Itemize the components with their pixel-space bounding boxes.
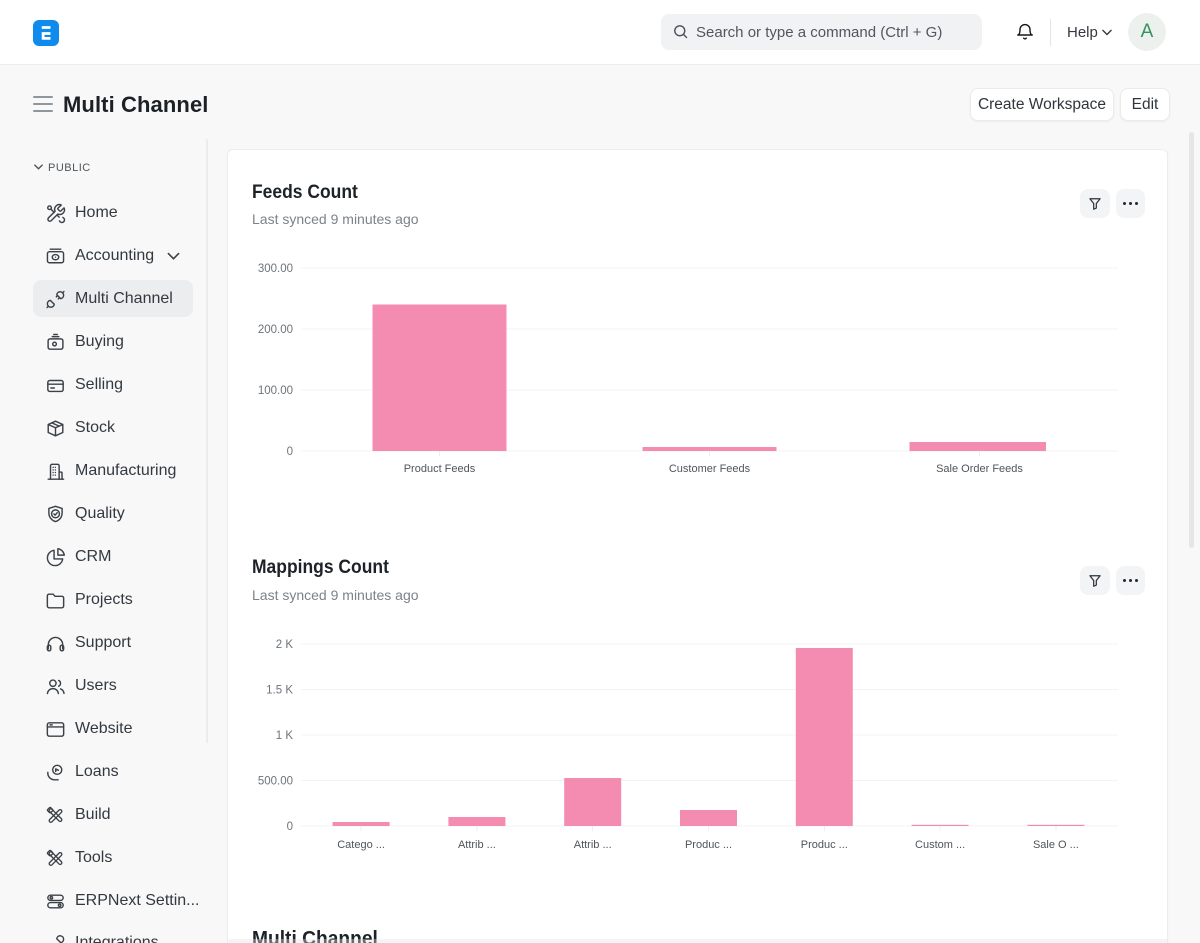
- svg-text:Catego ...: Catego ...: [337, 839, 385, 851]
- svg-text:100.00: 100.00: [258, 385, 293, 397]
- svg-text:Custom ...: Custom ...: [915, 839, 965, 851]
- svg-text:500.00: 500.00: [258, 776, 293, 788]
- svg-text:2 K: 2 K: [276, 639, 294, 651]
- svg-text:Attrib ...: Attrib ...: [574, 839, 612, 851]
- svg-text:Produc ...: Produc ...: [685, 839, 732, 851]
- svg-text:Sale O ...: Sale O ...: [1033, 839, 1079, 851]
- svg-text:300.00: 300.00: [258, 263, 293, 275]
- svg-text:Sale Order Feeds: Sale Order Feeds: [936, 463, 1023, 475]
- svg-text:1.5 K: 1.5 K: [266, 685, 293, 697]
- svg-text:0: 0: [287, 821, 293, 833]
- svg-text:Product Feeds: Product Feeds: [404, 463, 476, 475]
- svg-text:Customer Feeds: Customer Feeds: [669, 463, 751, 475]
- svg-text:Attrib ...: Attrib ...: [458, 839, 496, 851]
- svg-text:Produc ...: Produc ...: [801, 839, 848, 851]
- svg-text:0: 0: [287, 446, 293, 458]
- svg-text:200.00: 200.00: [258, 324, 293, 336]
- svg-text:1 K: 1 K: [276, 730, 294, 742]
